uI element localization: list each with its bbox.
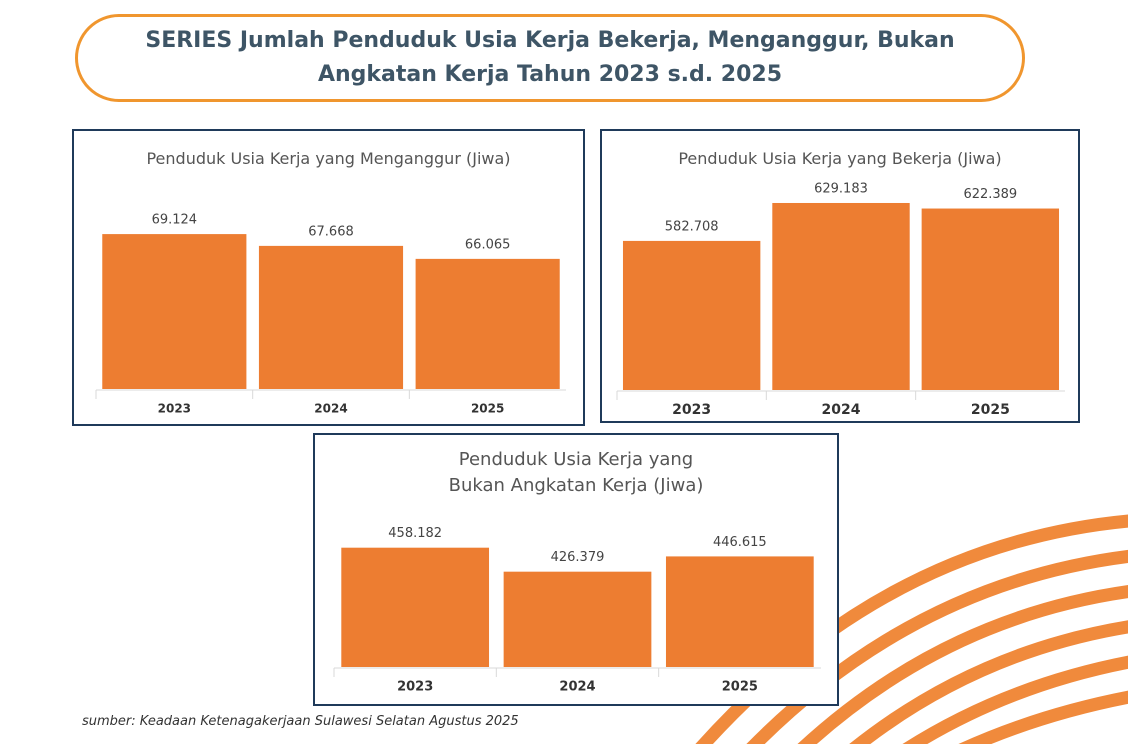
chart-panel: Penduduk Usia Kerja yang Bukan Angkatan … [313,433,839,706]
x-tick-label: 2025 [471,402,504,416]
x-tick-label: 2025 [971,402,1010,418]
chart: 458.182 2023 426.379 2024 446.615 2025 [333,526,821,695]
value-label: 458.182 [388,526,442,541]
bar [102,234,247,389]
x-tick-label: 2024 [314,402,347,416]
value-label: 622.389 [963,187,1017,202]
page-title: SERIES Jumlah Penduduk Usia Kerja Bekerj… [75,14,1025,102]
bar [503,571,652,667]
x-tick-label: 2024 [822,402,861,418]
value-label: 582.708 [665,219,719,234]
chart-title: Penduduk Usia Kerja yang Bekerja (Jiwa) [678,149,1002,168]
chart-panel: Penduduk Usia Kerja yang Menganggur (Jiw… [72,129,585,426]
bar [622,240,761,390]
x-tick-label: 2023 [397,680,433,695]
value-label: 69.124 [152,213,198,228]
bar [341,547,490,667]
x-tick-label: 2024 [559,680,595,695]
bar [415,258,560,389]
chart-title: Penduduk Usia Kerja yang Bukan Angkatan … [448,449,704,496]
x-tick-label: 2023 [672,402,711,418]
chart-title: Penduduk Usia Kerja yang Menganggur (Jiw… [146,149,511,168]
source-note: sumber: Keadaan Ketenagakerjaan Sulawesi… [82,714,519,729]
value-label: 67.668 [308,224,354,239]
chart-panel: Penduduk Usia Kerja yang Bekerja (Jiwa) … [600,129,1080,423]
value-label: 426.379 [551,550,605,565]
value-label: 446.615 [713,535,767,550]
bar [921,208,1060,390]
bar [665,556,814,667]
chart: 582.708 2023 629.183 2024 622.389 2025 [616,181,1065,418]
value-label: 66.065 [465,237,511,252]
x-tick-label: 2025 [722,680,758,695]
bar [772,202,910,390]
bar [258,245,404,389]
value-label: 629.183 [814,181,868,196]
x-tick-label: 2023 [158,402,191,416]
chart: 69.124 2023 67.668 2024 66.065 2025 [95,213,566,416]
